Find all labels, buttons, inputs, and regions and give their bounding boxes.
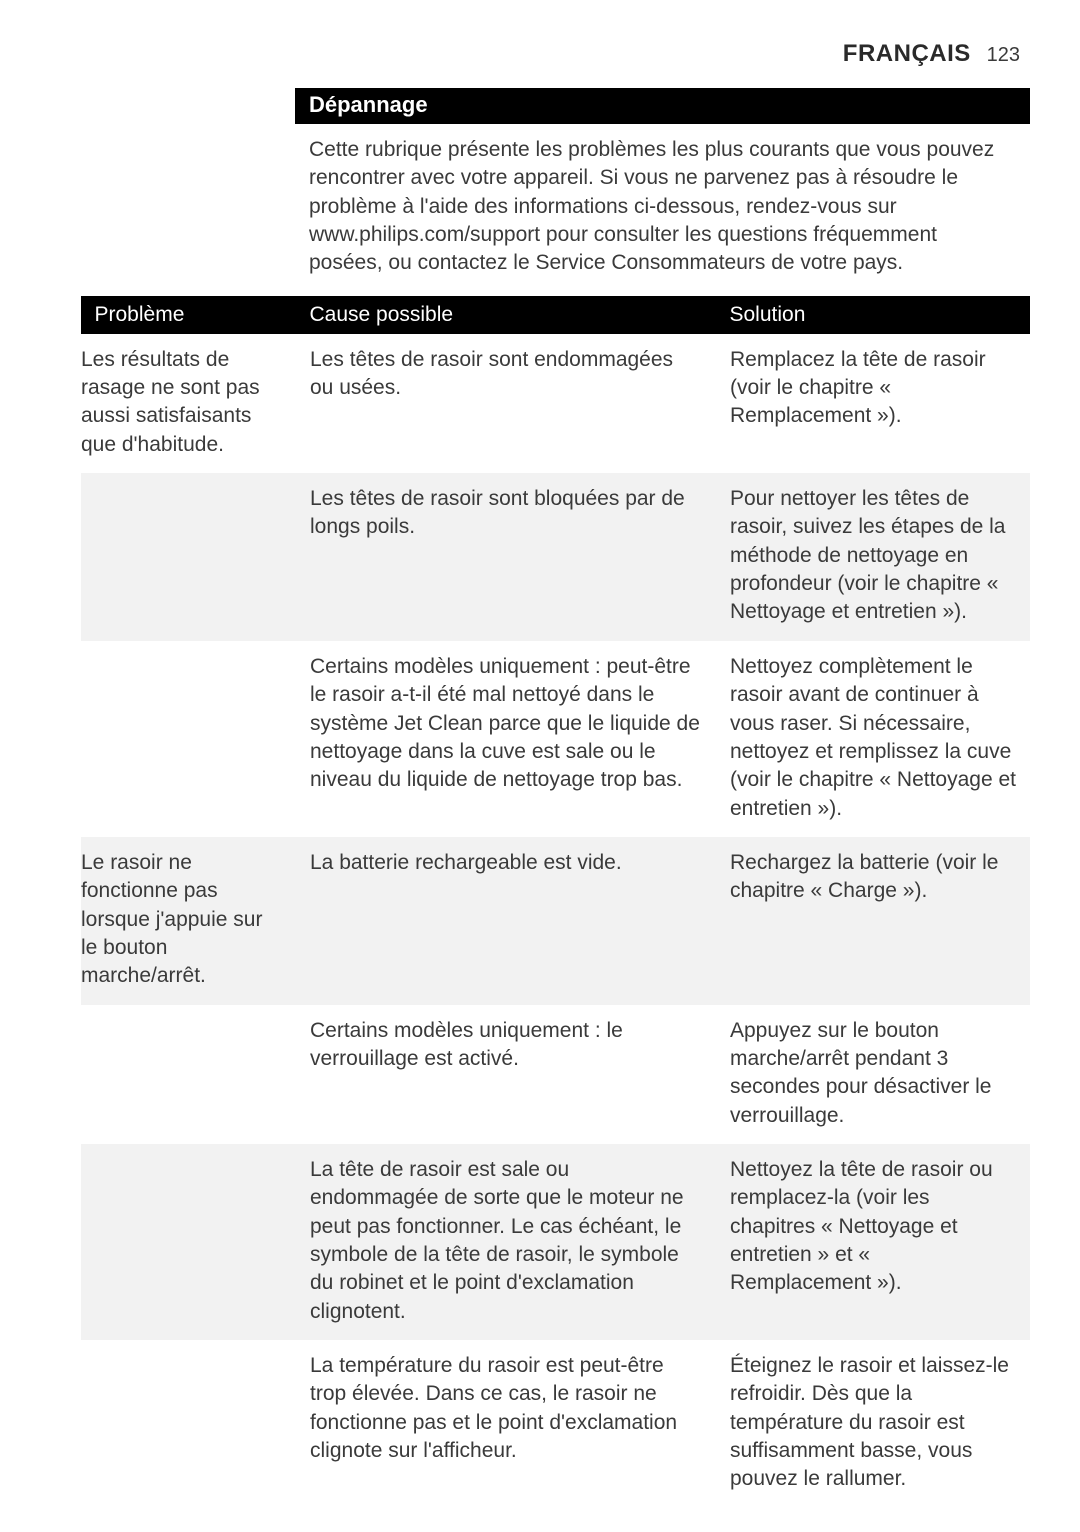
table-row: La température du rasoir est peut-être t… <box>81 1340 1031 1508</box>
th-solution: Solution <box>716 296 1031 334</box>
section-intro: Cette rubrique présente les problèmes le… <box>295 132 1030 278</box>
cell-cause: Certains modèles uniquement : peut-être … <box>296 641 716 837</box>
header-page-number: 123 <box>987 44 1020 66</box>
cell-problem <box>81 1144 296 1340</box>
th-cause: Cause possible <box>296 296 716 334</box>
section-title: Dépannage <box>295 88 1030 124</box>
table-row: Les résultats de rasage ne sont pas auss… <box>81 334 1031 473</box>
cell-cause: La batterie rechargeable est vide. <box>296 837 716 1005</box>
cell-cause: La température du rasoir est peut-être t… <box>296 1340 716 1508</box>
table-row: Le rasoir ne fonctionne pas lorsque j'ap… <box>81 837 1031 1005</box>
cell-solution: Nettoyez la tête de rasoir ou remplacez-… <box>716 1144 1031 1340</box>
table-header-row: Problème Cause possible Solution <box>81 296 1031 334</box>
cell-problem: Le rasoir ne fonctionne pas lorsque j'ap… <box>81 837 296 1005</box>
cell-problem: Les résultats de rasage ne sont pas auss… <box>81 334 296 473</box>
cell-solution: Nettoyez complètement le rasoir avant de… <box>716 641 1031 837</box>
cell-problem <box>81 641 296 837</box>
cell-problem <box>81 1340 296 1508</box>
th-problem: Problème <box>81 296 296 334</box>
cell-solution: Appuyez sur le bouton marche/arrêt penda… <box>716 1005 1031 1144</box>
troubleshooting-table: Problème Cause possible Solution Les rés… <box>80 296 1030 1508</box>
cell-cause: Les têtes de rasoir sont endommagées ou … <box>296 334 716 473</box>
cell-cause: Les têtes de rasoir sont bloquées par de… <box>296 473 716 641</box>
cell-solution: Pour nettoyer les têtes de rasoir, suive… <box>716 473 1031 641</box>
cell-cause: Certains modèles uniquement : le verroui… <box>296 1005 716 1144</box>
cell-problem <box>81 1005 296 1144</box>
cell-solution: Rechargez la batterie (voir le chapitre … <box>716 837 1031 1005</box>
table-row: La tête de rasoir est sale ou endommagée… <box>81 1144 1031 1340</box>
cell-solution: Remplacez la tête de rasoir (voir le cha… <box>716 334 1031 473</box>
cell-cause: La tête de rasoir est sale ou endommagée… <box>296 1144 716 1340</box>
table-row: Certains modèles uniquement : peut-être … <box>81 641 1031 837</box>
header-language: FRANÇAIS <box>843 40 971 67</box>
table-row: Les têtes de rasoir sont bloquées par de… <box>81 473 1031 641</box>
cell-problem <box>81 473 296 641</box>
page-header: FRANÇAIS 123 <box>50 40 1030 68</box>
table-row: Certains modèles uniquement : le verroui… <box>81 1005 1031 1144</box>
cell-solution: Éteignez le rasoir et laissez-le refroid… <box>716 1340 1031 1508</box>
